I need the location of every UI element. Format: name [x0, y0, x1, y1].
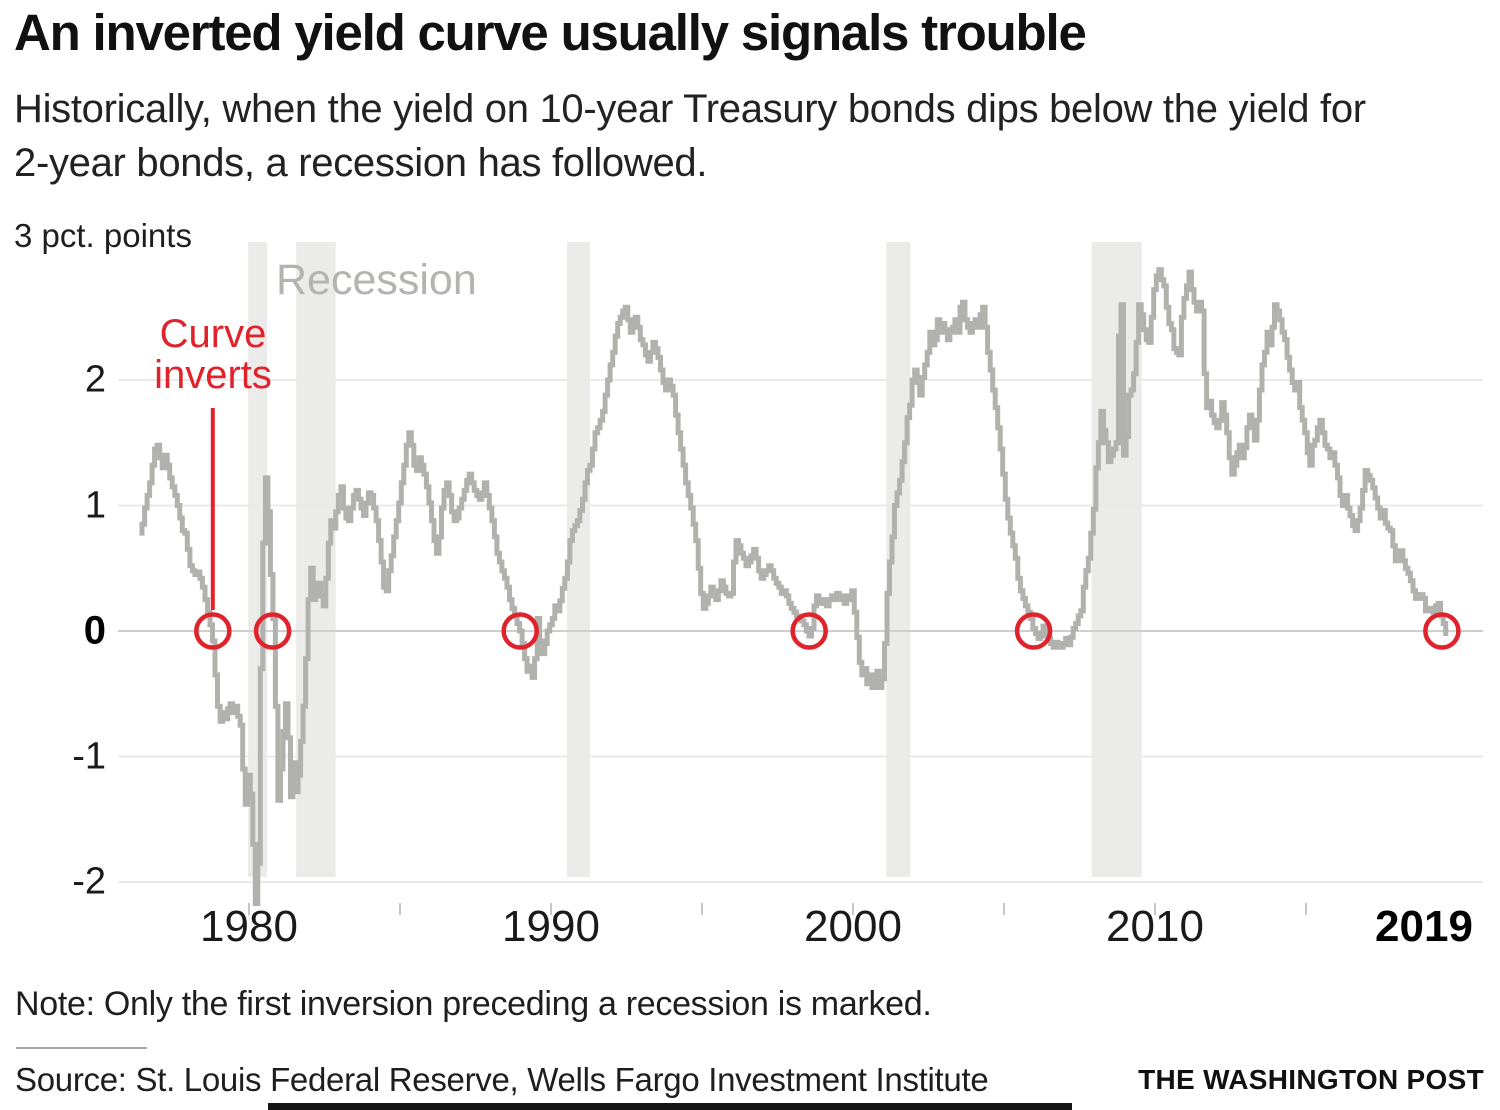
bottom-crop-bar: [268, 1103, 1072, 1110]
curve-inverts-annotation: Curve inverts: [154, 314, 272, 396]
recession-annotation-label: Recession: [276, 256, 477, 304]
curve-inverts-line-2: inverts: [154, 353, 272, 397]
inversion-marker-circle: [1423, 612, 1461, 650]
x-tick-label-1980: 1980: [200, 902, 298, 951]
x-tick-label-2000: 2000: [804, 902, 902, 951]
x-tick-label-2019: 2019: [1375, 902, 1473, 951]
recession-band: [567, 242, 590, 877]
footnote: Note: Only the first inversion preceding…: [15, 985, 932, 1023]
y-tick-label-neg1: -1: [72, 735, 106, 778]
x-tick-label-1990: 1990: [502, 902, 600, 951]
inversion-marker-circle: [1014, 612, 1053, 650]
source-divider: [16, 1047, 147, 1049]
x-tick-label-2010: 2010: [1106, 902, 1204, 951]
subtitle-line-1: Historically, when the yield on 10-year …: [14, 87, 1366, 131]
inversion-marker-circle: [194, 612, 232, 650]
publisher-credit: THE WASHINGTON POST: [1138, 1064, 1484, 1095]
curve-inverts-line-1: Curve: [159, 312, 267, 356]
y-tick-label-neg2: -2: [72, 860, 106, 903]
y-axis-unit-label: 3 pct. points: [14, 217, 192, 254]
page-title: An inverted yield curve usually signals …: [14, 4, 1087, 61]
source-line: Source: St. Louis Federal Reserve, Wells…: [15, 1061, 989, 1098]
inversion-marker-circle: [253, 612, 292, 650]
y-tick-label-2: 2: [84, 358, 106, 401]
inversion-marker-circle: [501, 612, 539, 650]
y-tick-label-0: 0: [83, 608, 106, 653]
y-tick-label-1: 1: [84, 484, 106, 527]
spread-line: [139, 267, 1449, 906]
inversion-marker-circle: [790, 612, 828, 650]
subtitle-line-2: 2-year bonds, a recession has followed.: [14, 141, 708, 185]
